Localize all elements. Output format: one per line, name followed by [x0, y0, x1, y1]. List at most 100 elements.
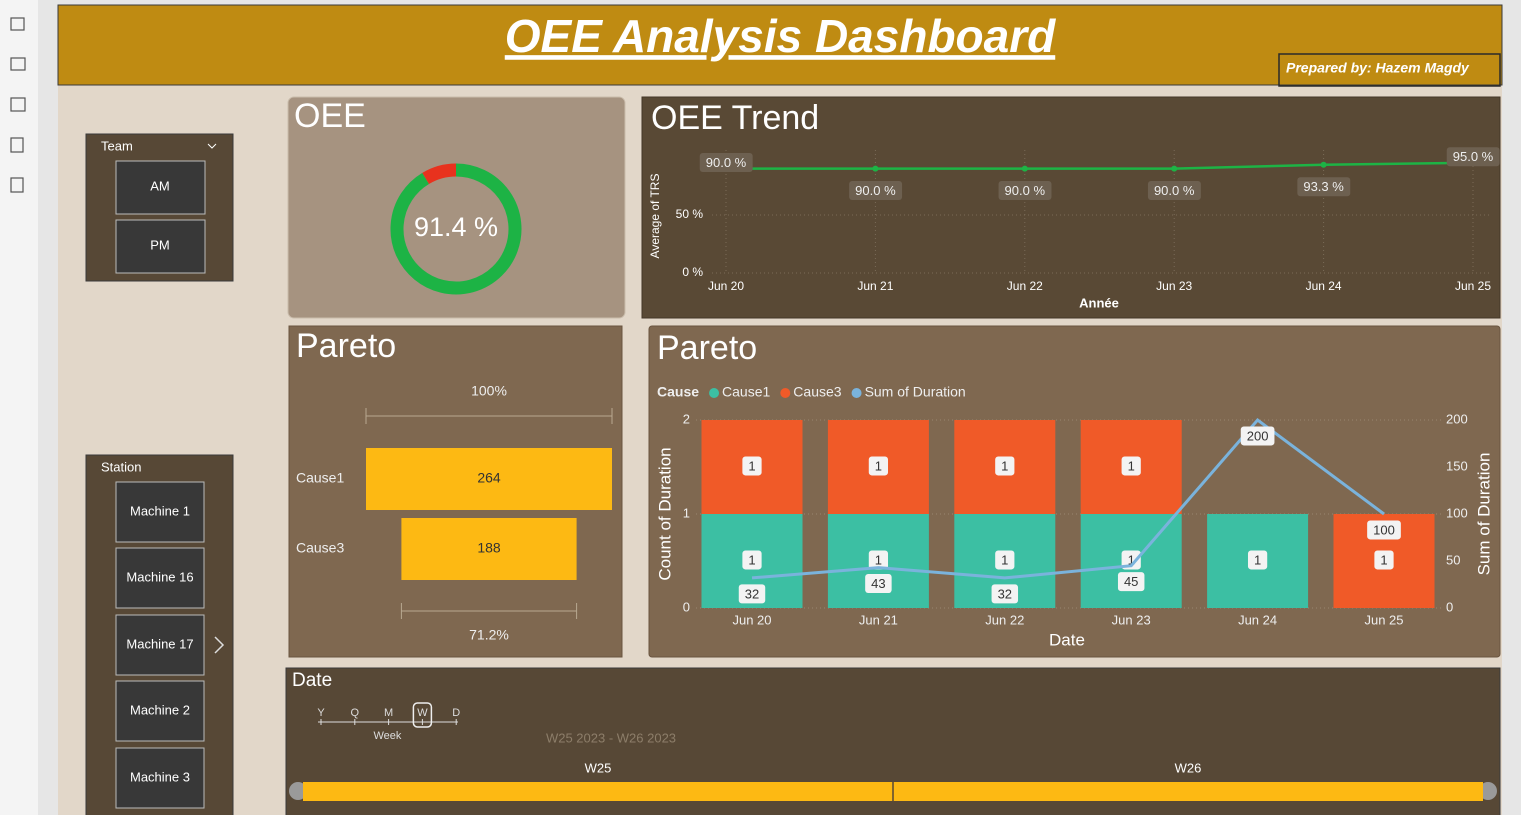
category-label: Cause1: [296, 470, 344, 486]
legend-label: Cause1: [722, 384, 770, 400]
conversion-label: 100%: [471, 383, 507, 399]
slicer-option: [115, 481, 205, 543]
donut-value: [390, 163, 522, 295]
slicer-option: [115, 680, 205, 742]
trend-point: [1171, 165, 1178, 172]
data-label-bg: [865, 574, 892, 594]
range-handle[interactable]: [1479, 782, 1497, 800]
granularity-option: D: [452, 707, 460, 719]
granularity-selected: [412, 702, 433, 728]
data-label: 95.0 %: [1453, 149, 1494, 164]
data-label-bg: [995, 456, 1015, 476]
data-label-bg: [1374, 550, 1394, 570]
slicer-option: [115, 219, 206, 274]
data-label-bg: [699, 153, 753, 173]
data-label: 32: [998, 586, 1012, 601]
x-tick-label: Jun 20: [732, 612, 771, 627]
slicer-title: Team: [101, 138, 133, 153]
data-label: 1: [1380, 552, 1387, 567]
conversion-bracket: [365, 408, 613, 424]
header-bar: [57, 4, 1503, 86]
dax-view-icon[interactable]: [10, 137, 24, 153]
x-tick-label: Jun 22: [985, 612, 1024, 627]
slicer-option-label: AM: [150, 178, 170, 193]
slicer-option-label: Machine 2: [130, 702, 190, 717]
donut-remainder: [422, 163, 457, 185]
data-label-bg: [868, 550, 889, 570]
data-label: 1: [748, 552, 755, 567]
range-handle[interactable]: [289, 782, 307, 800]
y2-tick-label: 50: [1446, 552, 1460, 567]
data-label-bg: [991, 584, 1019, 604]
data-label-bg: [1297, 177, 1351, 197]
y2-tick-label: 0: [1446, 599, 1453, 614]
x-tick-label: Jun 21: [857, 279, 893, 293]
data-label-bg: [998, 181, 1052, 201]
x-tick-label: Jun 21: [859, 612, 898, 627]
trend-point: [872, 165, 879, 172]
slicer-option-label: Machine 16: [126, 569, 193, 584]
funnel-bar: [366, 448, 612, 510]
data-label: 1: [1128, 458, 1135, 473]
period-label: W26: [1175, 760, 1202, 775]
period-label: W25: [585, 760, 612, 775]
slicer-option-label: Machine 1: [130, 503, 190, 518]
slicer-option: [115, 747, 205, 809]
data-label-bg: [1147, 181, 1201, 201]
y-tick-label: 1: [683, 505, 690, 520]
funnel-value: 188: [477, 540, 501, 556]
prepared-by-box: [1278, 53, 1501, 87]
x-axis-title: Année: [1079, 295, 1119, 310]
y2-axis-title: Sum of Duration: [1474, 453, 1493, 576]
data-label-bg: [738, 584, 766, 604]
slicer-option: [115, 614, 205, 676]
trend-line: [726, 161, 1474, 170]
legend-label: Sum of Duration: [865, 384, 966, 400]
model-view-icon[interactable]: [10, 97, 26, 112]
data-label: 93.3 %: [1303, 179, 1344, 194]
data-label: 100: [1373, 522, 1395, 537]
report-view-icon[interactable]: [10, 17, 25, 31]
slicer-option-label: Machine 3: [130, 769, 190, 784]
granularity-selected-label: Week: [373, 730, 401, 742]
dashboard-title: OEE Analysis Dashboard: [505, 10, 1056, 62]
y-tick-label: 0 %: [682, 265, 703, 279]
data-label-bg: [1117, 572, 1145, 592]
funnel-value: 264: [477, 470, 501, 486]
x-tick-label: Jun 24: [1238, 612, 1277, 627]
x-tick-label: Jun 25: [1364, 612, 1403, 627]
next-arrow[interactable]: [214, 636, 225, 654]
date-range: W25 2023 - W26 2023: [546, 730, 676, 745]
data-label-bg: [868, 456, 889, 476]
data-label: 200: [1247, 428, 1269, 443]
data-label: 90.0 %: [855, 183, 896, 198]
data-label: 1: [1128, 552, 1135, 567]
chart-title: Pareto: [657, 329, 757, 367]
legend-marker: [709, 388, 720, 398]
data-label: 1: [1001, 552, 1008, 567]
data-label: 1: [1001, 458, 1008, 473]
y2-tick-label: 100: [1446, 505, 1468, 520]
y2-tick-label: 150: [1446, 458, 1468, 473]
table-view-icon[interactable]: [10, 57, 26, 71]
conversion-label: 71.2%: [469, 627, 509, 643]
granularity-option: Q: [351, 707, 360, 719]
slicer-option: [115, 547, 205, 609]
dropdown-chevron[interactable]: [207, 143, 217, 149]
y-tick-label: 0: [683, 599, 690, 614]
data-label: 45: [1124, 574, 1138, 589]
y-axis-title: Average of TRS: [648, 174, 662, 259]
data-label: 43: [871, 576, 885, 591]
data-label: 1: [748, 458, 755, 473]
tmdl-view-icon[interactable]: [10, 177, 24, 193]
data-label: 32: [745, 586, 759, 601]
card: [287, 96, 626, 319]
granularity-option: Y: [317, 707, 325, 719]
sidebar: [0, 0, 38, 815]
granularity-option: M: [384, 707, 393, 719]
x-tick-label: Jun 22: [1007, 279, 1043, 293]
data-label: 1: [875, 458, 882, 473]
data-label: 1: [875, 552, 882, 567]
data-label-bg: [849, 181, 903, 201]
slicer-title: Station: [101, 459, 141, 474]
